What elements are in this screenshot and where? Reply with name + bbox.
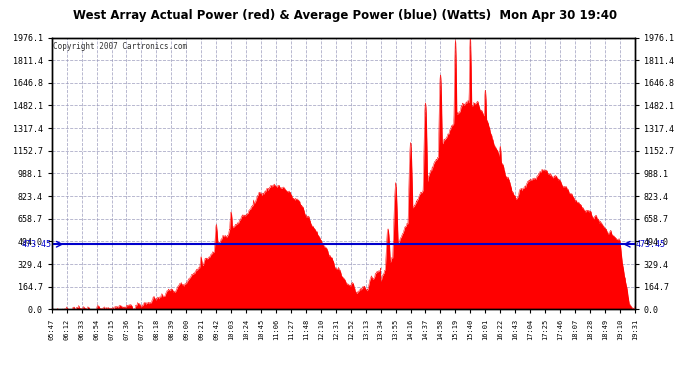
Text: 473.45: 473.45 [635, 240, 665, 249]
Text: 473.45: 473.45 [21, 240, 51, 249]
Text: Copyright 2007 Cartronics.com: Copyright 2007 Cartronics.com [53, 42, 187, 51]
Text: West Array Actual Power (red) & Average Power (blue) (Watts)  Mon Apr 30 19:40: West Array Actual Power (red) & Average … [73, 9, 617, 22]
